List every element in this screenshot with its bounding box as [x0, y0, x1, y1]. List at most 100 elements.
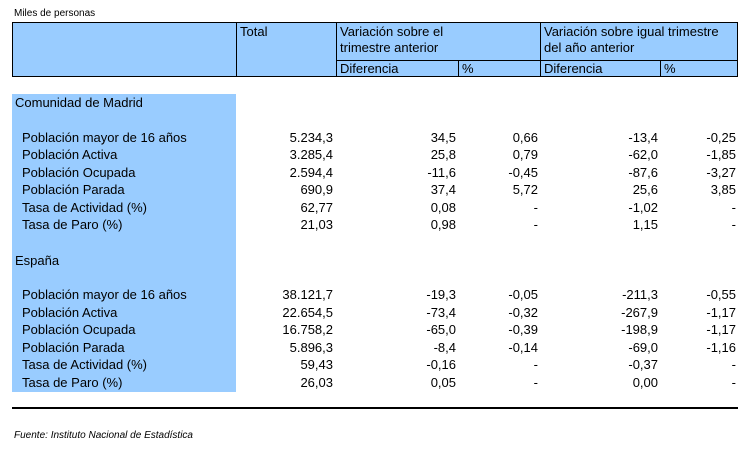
pct-prev-value: -0,14 [508, 340, 538, 355]
source-note: Fuente: Instituto Nacional de Estadístic… [14, 430, 193, 441]
header-divider [336, 22, 337, 77]
header-divider [458, 60, 459, 77]
pct-prev-value: -0,39 [508, 322, 538, 337]
pct-prev-value: 0,66 [512, 130, 538, 145]
section-title-row: Comunidad de Madrid [0, 94, 749, 111]
pct-year-value: -1,17 [706, 305, 736, 320]
total-value: 59,43 [300, 357, 333, 372]
pct-prev-value: - [533, 375, 538, 390]
diff-year-value: -87,6 [628, 165, 658, 180]
header-var-prev-line2: trimestre anterior [340, 40, 439, 55]
table-row: Tasa de Actividad (%) 62,77 0,08 - -1,02… [0, 199, 749, 216]
pct-prev-value: 5,72 [512, 182, 538, 197]
diff-year-value: -198,9 [621, 322, 658, 337]
table-row: Tasa de Paro (%) 21,03 0,98 - 1,15 - [0, 216, 749, 233]
pct-year-value: -0,25 [706, 130, 736, 145]
total-value: 3.285,4 [289, 147, 333, 162]
header-var-year-line2: del año anterior [544, 40, 635, 55]
diff-year-value: 1,15 [632, 217, 658, 232]
pct-prev-value: - [533, 357, 538, 372]
header-var-year-line1: Variación sobre igual trimestre [544, 24, 719, 39]
diff-prev-value: 0,08 [430, 200, 456, 215]
diff-year-value: -211,3 [622, 287, 658, 302]
row-label: Tasa de Paro (%) [22, 217, 123, 232]
row-label: Población Ocupada [22, 322, 136, 337]
section-title: España [15, 253, 60, 268]
diff-prev-value: -19,3 [426, 287, 456, 302]
table-row: Población Activa 22.654,5 -73,4 -0,32 -2… [0, 304, 749, 321]
diff-prev-value: 37,4 [430, 182, 456, 197]
diff-prev-value: -73,4 [426, 305, 456, 320]
table-row: Tasa de Paro (%) 26,03 0,05 - 0,00 - [0, 374, 749, 391]
diff-year-value: -1,02 [628, 200, 658, 215]
pct-year-value: - [731, 357, 736, 372]
table-row: Población Parada 690,9 37,4 5,72 25,6 3,… [0, 181, 749, 198]
row-label: Tasa de Paro (%) [22, 375, 123, 390]
row-label: Población Ocupada [22, 165, 136, 180]
pct-prev-value: -0,05 [508, 287, 538, 302]
table-bottom-rule [12, 407, 738, 409]
diff-prev-value: -8,4 [433, 340, 456, 355]
section-title: Comunidad de Madrid [15, 95, 143, 110]
pct-prev-value: - [533, 217, 538, 232]
row-label: Población Parada [22, 340, 125, 355]
total-value: 2.594,4 [289, 165, 333, 180]
total-value: 690,9 [300, 182, 333, 197]
total-value: 26,03 [300, 375, 333, 390]
diff-year-value: 0,00 [632, 375, 658, 390]
diff-prev-value: -0,16 [426, 357, 456, 372]
header-diferencia-2: Diferencia [544, 61, 603, 76]
pct-prev-value: -0,45 [508, 165, 538, 180]
pct-year-value: -1,16 [706, 340, 736, 355]
row-label: Población mayor de 16 años [22, 130, 187, 145]
header-pct-2: % [664, 61, 676, 76]
units-label: Miles de personas [14, 8, 96, 19]
section-title-row: España [0, 252, 749, 269]
pct-prev-value: -0,32 [508, 305, 538, 320]
diff-prev-value: 34,5 [430, 130, 456, 145]
table-row: Población mayor de 16 años 38.121,7 -19,… [0, 286, 749, 303]
header-divider [236, 22, 237, 77]
table-row: Tasa de Actividad (%) 59,43 -0,16 - -0,3… [0, 356, 749, 373]
header-pct-1: % [462, 61, 474, 76]
total-value: 5.234,3 [289, 130, 333, 145]
diff-year-value: -13,4 [628, 130, 658, 145]
pct-prev-value: 0,79 [512, 147, 538, 162]
total-value: 21,03 [300, 217, 333, 232]
row-label: Población Activa [22, 147, 118, 162]
pct-year-value: - [731, 200, 736, 215]
header-divider [660, 60, 661, 77]
total-value: 22.654,5 [282, 305, 333, 320]
diff-prev-value: 0,98 [430, 217, 456, 232]
pct-year-value: -3,27 [706, 165, 736, 180]
header-subdivider [336, 60, 738, 61]
pct-year-value: -1,17 [706, 322, 736, 337]
row-label: Tasa de Actividad (%) [22, 357, 148, 372]
pct-year-value: 3,85 [710, 182, 736, 197]
diff-prev-value: 0,05 [430, 375, 456, 390]
diff-year-value: -0,37 [628, 357, 658, 372]
table-row: Población Activa 3.285,4 25,8 0,79 -62,0… [0, 146, 749, 163]
pct-year-value: -0,55 [706, 287, 736, 302]
diff-year-value: -267,9 [621, 305, 658, 320]
table-row: Población Ocupada 16.758,2 -65,0 -0,39 -… [0, 321, 749, 338]
table-row: Población Ocupada 2.594,4 -11,6 -0,45 -8… [0, 164, 749, 181]
pct-year-value: -1,85 [706, 147, 736, 162]
pct-prev-value: - [533, 200, 538, 215]
label-column-background [12, 94, 236, 392]
total-value: 5.896,3 [289, 340, 333, 355]
total-value: 16.758,2 [282, 322, 333, 337]
header-var-prev-line1: Variación sobre el [340, 24, 444, 39]
diff-prev-value: -11,6 [427, 165, 456, 180]
total-value: 38.121,7 [282, 287, 333, 302]
diff-year-value: -62,0 [628, 147, 658, 162]
pct-year-value: - [731, 375, 736, 390]
header-diferencia-1: Diferencia [340, 61, 399, 76]
diff-year-value: 25,6 [632, 182, 658, 197]
total-value: 62,77 [300, 200, 333, 215]
diff-year-value: -69,0 [628, 340, 658, 355]
pct-year-value: - [731, 217, 736, 232]
table-row: Población mayor de 16 años 5.234,3 34,5 … [0, 129, 749, 146]
header-total: Total [240, 24, 268, 39]
row-label: Tasa de Actividad (%) [22, 200, 148, 215]
